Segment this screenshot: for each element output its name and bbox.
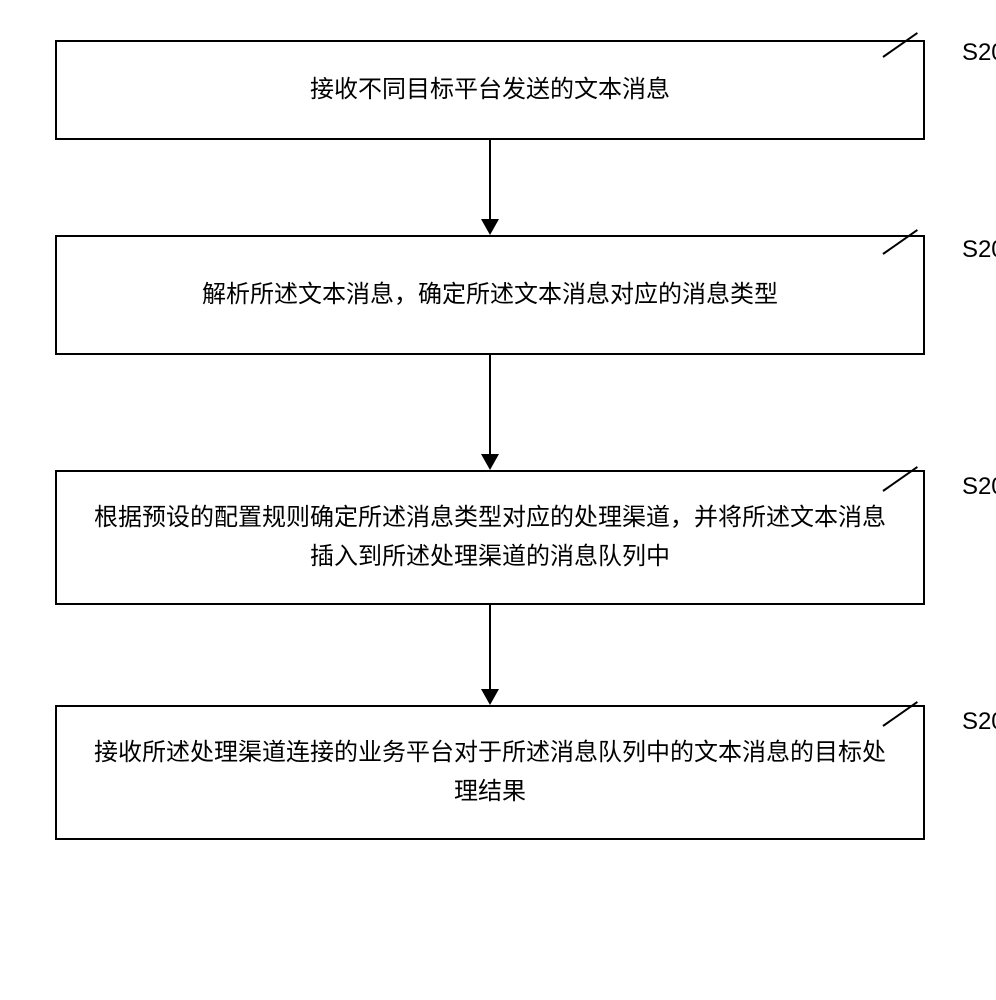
step-label-s206: S206 (962, 468, 996, 506)
flow-step-text: 根据预设的配置规则确定所述消息类型对应的处理渠道，并将所述文本消息插入到所述处理… (87, 499, 893, 576)
flowchart-container: 接收不同目标平台发送的文本消息 S202 解析所述文本消息，确定所述文本消息对应… (55, 40, 925, 840)
flow-step-s202: 接收不同目标平台发送的文本消息 S202 (55, 40, 925, 140)
step-label-s204: S204 (962, 231, 996, 269)
label-connector (882, 466, 918, 492)
flow-step-s206: 根据预设的配置规则确定所述消息类型对应的处理渠道，并将所述文本消息插入到所述处理… (55, 470, 925, 605)
step-label-s202: S202 (962, 34, 996, 72)
flow-step-s208: 接收所述处理渠道连接的业务平台对于所述消息队列中的文本消息的目标处理结果 S20… (55, 705, 925, 840)
arrow-line (489, 605, 491, 689)
flow-arrow (55, 140, 925, 235)
label-connector (882, 32, 918, 58)
arrow-line (489, 140, 491, 219)
flow-step-text: 接收不同目标平台发送的文本消息 (310, 71, 670, 109)
arrow-line (489, 355, 491, 454)
arrow-head-icon (481, 689, 499, 705)
arrow-head-icon (481, 454, 499, 470)
flow-step-s204: 解析所述文本消息，确定所述文本消息对应的消息类型 S204 (55, 235, 925, 355)
flow-step-text: 接收所述处理渠道连接的业务平台对于所述消息队列中的文本消息的目标处理结果 (87, 734, 893, 811)
flow-step-text: 解析所述文本消息，确定所述文本消息对应的消息类型 (202, 276, 778, 314)
flow-arrow (55, 605, 925, 705)
arrow-head-icon (481, 219, 499, 235)
label-connector (882, 701, 918, 727)
step-label-s208: S208 (962, 703, 996, 741)
flow-arrow (55, 355, 925, 470)
